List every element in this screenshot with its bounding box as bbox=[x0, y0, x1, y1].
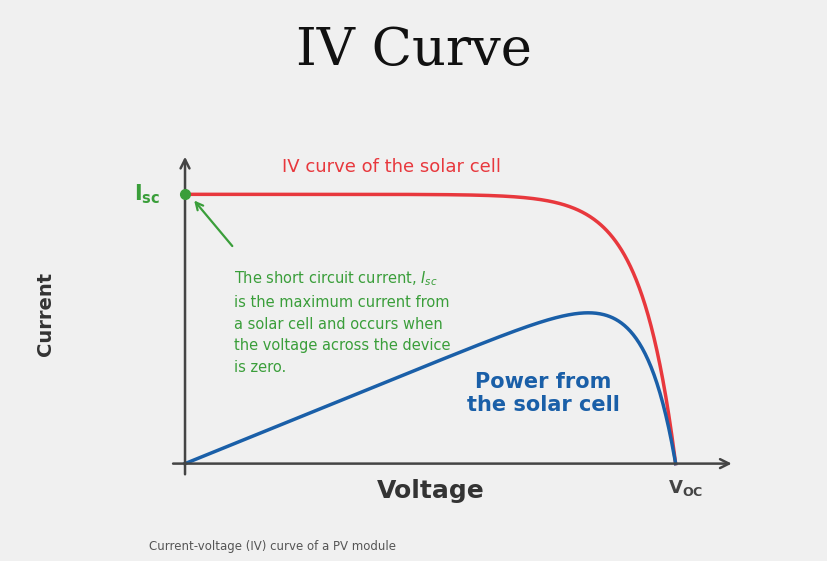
Text: Current-voltage (IV) curve of a PV module: Current-voltage (IV) curve of a PV modul… bbox=[150, 540, 396, 553]
Text: Voltage: Voltage bbox=[376, 479, 484, 503]
Text: $\mathbf{V_{OC}}$: $\mathbf{V_{OC}}$ bbox=[667, 479, 703, 498]
Text: The short circuit current, $I_{sc}$
is the maximum current from
a solar cell and: The short circuit current, $I_{sc}$ is t… bbox=[234, 270, 451, 375]
Text: Power from
the solar cell: Power from the solar cell bbox=[466, 372, 619, 415]
Text: $\mathbf{I_{sc}}$: $\mathbf{I_{sc}}$ bbox=[134, 182, 160, 206]
Text: IV Curve: IV Curve bbox=[295, 25, 532, 76]
Text: IV curve of the solar cell: IV curve of the solar cell bbox=[281, 158, 500, 176]
Text: Current: Current bbox=[36, 272, 55, 356]
